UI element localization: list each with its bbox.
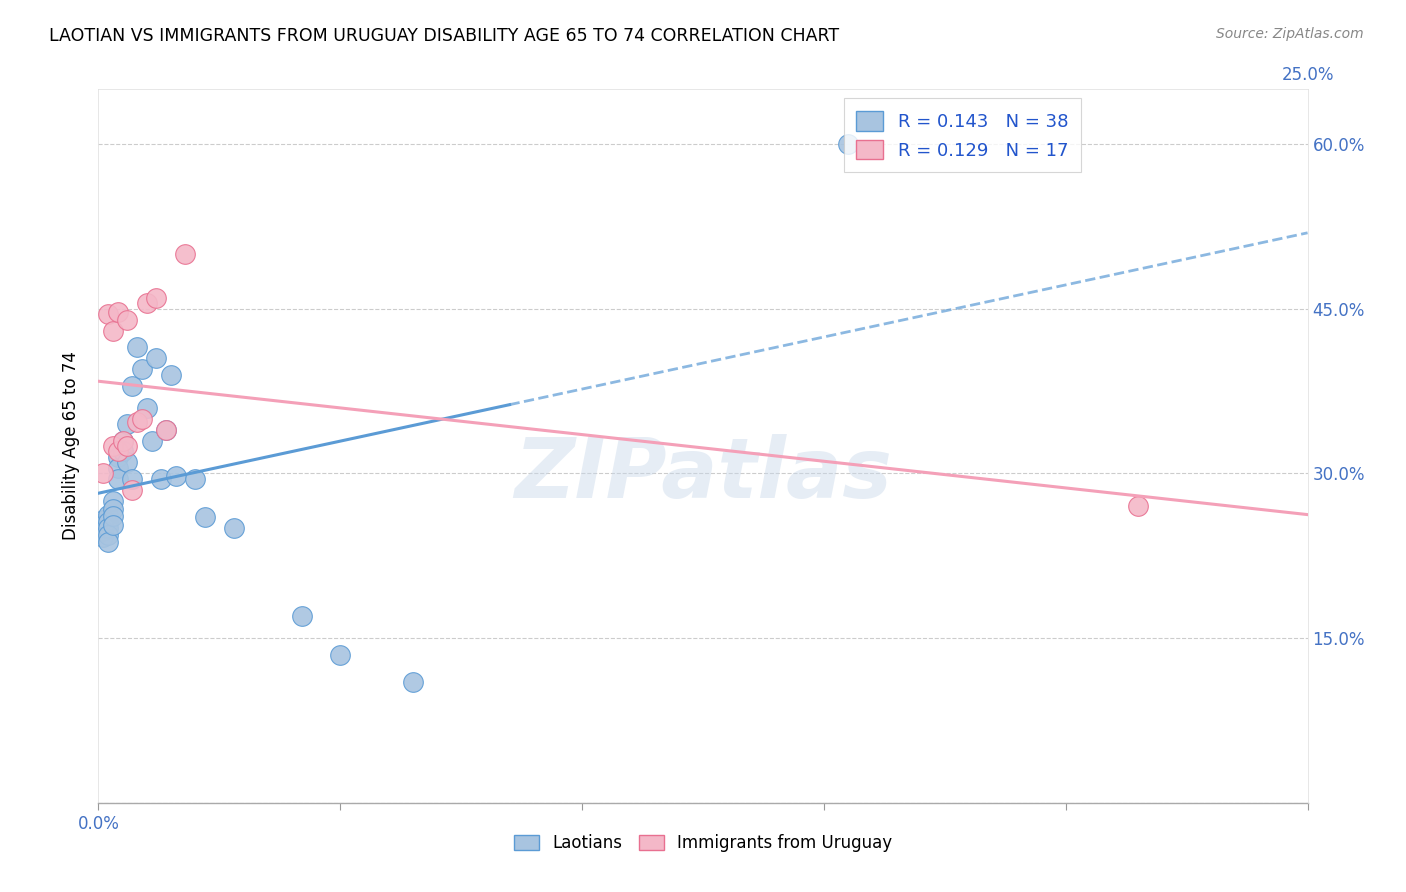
Point (101, 509, 124, 524)
Point (145, 351, 167, 366)
Point (97, 528, 120, 542)
Point (111, 434, 134, 448)
Point (91, 467, 114, 481)
Text: Source: ZipAtlas.com: Source: ZipAtlas.com (1216, 27, 1364, 41)
Point (131, 411, 153, 425)
Point (91, 524, 114, 538)
Point (117, 417, 139, 431)
Point (155, 423, 177, 437)
Point (222, 521, 245, 535)
Point (111, 444, 134, 458)
Point (107, 461, 129, 475)
Point (97, 508, 120, 523)
Point (131, 362, 153, 376)
Point (101, 324, 124, 338)
Point (165, 468, 187, 483)
Point (150, 472, 173, 486)
Point (101, 518, 124, 533)
Point (127, 415, 149, 429)
Point (290, 609, 312, 624)
Point (141, 434, 163, 448)
Point (101, 501, 124, 516)
Point (107, 450, 129, 464)
Point (837, 137, 859, 152)
Point (91, 530, 114, 544)
Point (194, 510, 217, 524)
Point (97, 307, 120, 321)
Point (97, 534, 120, 549)
Text: ZIPatlas: ZIPatlas (515, 434, 891, 515)
Point (107, 444, 129, 458)
Point (127, 340, 149, 354)
Point (121, 483, 143, 497)
Point (121, 378, 143, 392)
Point (97, 521, 120, 535)
Legend: Laotians, Immigrants from Uruguay: Laotians, Immigrants from Uruguay (508, 828, 898, 859)
Point (184, 472, 207, 486)
Point (101, 439, 124, 453)
Point (117, 455, 139, 469)
Point (107, 305, 129, 319)
Point (121, 472, 143, 486)
Point (174, 247, 197, 261)
Point (1128, 500, 1150, 514)
Point (117, 312, 139, 326)
Point (97, 515, 120, 529)
Point (145, 291, 167, 305)
Point (160, 368, 183, 382)
Point (111, 434, 134, 448)
Text: LAOTIAN VS IMMIGRANTS FROM URUGUAY DISABILITY AGE 65 TO 74 CORRELATION CHART: LAOTIAN VS IMMIGRANTS FROM URUGUAY DISAB… (49, 27, 839, 45)
Point (107, 472, 129, 486)
Point (91, 512, 114, 526)
Point (329, 648, 352, 662)
Point (101, 494, 124, 508)
Point (91, 518, 114, 533)
Point (402, 675, 425, 690)
Point (155, 423, 177, 437)
Point (117, 439, 139, 453)
Point (135, 401, 157, 415)
Point (135, 296, 157, 310)
Y-axis label: Disability Age 65 to 74: Disability Age 65 to 74 (62, 351, 80, 541)
